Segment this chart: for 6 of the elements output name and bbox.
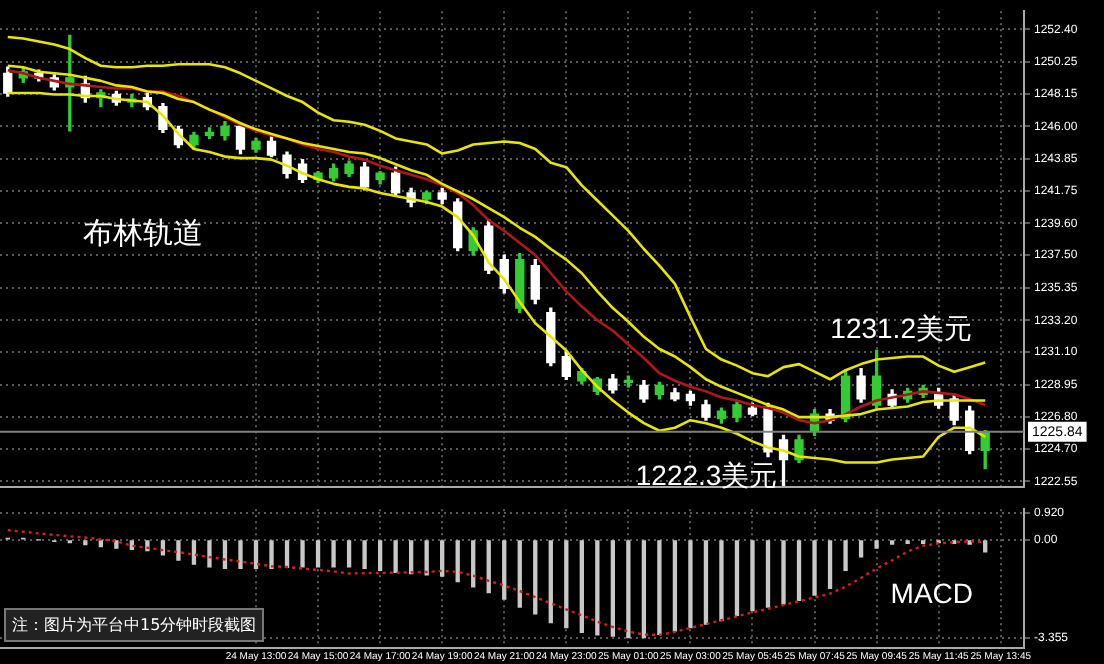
annotation: MACD [890, 576, 974, 609]
annotation: 1222.3美元 [635, 459, 778, 492]
annotation: 1231.2美元 [830, 312, 972, 345]
annotation: 布林轨道 [83, 217, 204, 252]
line-series [6, 529, 987, 637]
annotation: 注：图片为平台中15分钟时段截图 [4, 608, 265, 642]
